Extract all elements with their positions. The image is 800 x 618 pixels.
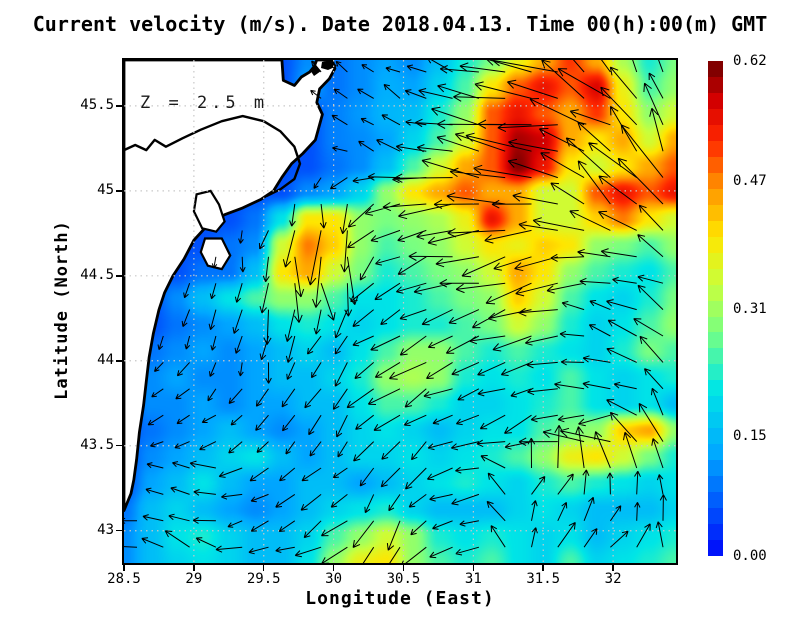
colorbar-step: [708, 92, 723, 109]
lagoon-outline: [199, 237, 232, 271]
y-tick-label: 45: [97, 181, 114, 198]
colorbar-step: [708, 460, 723, 477]
x-tick-mark: [612, 565, 614, 571]
colorbar-step: [708, 364, 723, 381]
colorbar-step: [708, 476, 723, 493]
depth-annotation: Z = 2.5 m: [140, 93, 269, 113]
colorbar-step: [708, 156, 723, 173]
y-tick-mark: [116, 190, 122, 192]
x-tick-mark: [332, 565, 335, 571]
colorbar-step: [708, 300, 723, 317]
plot-area: [122, 58, 678, 565]
colorbar-step: [708, 268, 723, 285]
colorbar-step: [708, 412, 723, 429]
y-tick-mark: [116, 444, 122, 447]
x-tick-label: 32: [604, 571, 622, 587]
colorbar: [708, 61, 723, 557]
y-axis-label: Latitude (North): [52, 220, 72, 400]
x-tick-mark: [542, 565, 544, 571]
x-tick-mark: [262, 565, 265, 571]
colorbar-tick-label: 0.00: [733, 548, 767, 564]
x-tick-label: 31: [464, 571, 482, 587]
y-tick-label: 43: [97, 521, 114, 538]
island: [310, 65, 321, 76]
coastline-land: [124, 60, 337, 512]
colorbar-step: [708, 284, 723, 301]
y-tick-label: 43.5: [80, 436, 114, 453]
river-outline: [124, 114, 302, 198]
x-tick-label: 30: [325, 571, 343, 587]
colorbar-step: [708, 428, 723, 445]
y-tick-mark: [116, 105, 122, 107]
x-tick-label: 28.5: [107, 571, 141, 587]
x-tick-label: 31.5: [526, 571, 561, 587]
colorbar-step: [708, 172, 723, 189]
y-tick-mark: [116, 360, 122, 362]
colorbar-step: [708, 396, 723, 413]
colorbar-step: [708, 348, 723, 365]
colorbar-step: [708, 252, 723, 269]
colorbar-step: [708, 108, 723, 125]
x-tick-label: 30.5: [386, 571, 421, 587]
colorbar-tick-label: 0.47: [733, 172, 767, 189]
x-tick-label: 29.5: [246, 571, 281, 587]
x-tick-mark: [193, 565, 195, 571]
island: [321, 60, 337, 70]
colorbar-tick-label: 0.62: [733, 53, 767, 69]
colorbar-step: [708, 332, 723, 349]
colorbar-step: [708, 492, 723, 509]
lagoon-outline: [192, 189, 226, 233]
colorbar-tick-label: 0.31: [733, 300, 767, 317]
plot-title: Current velocity (m/s). Date 2018.04.13.…: [32, 12, 768, 36]
colorbar-step: [708, 540, 723, 557]
colorbar-step: [708, 380, 723, 397]
colorbar-step: [708, 444, 723, 461]
colorbar-step: [708, 188, 723, 205]
x-tick-mark: [472, 565, 475, 571]
colorbar-step: [708, 508, 723, 525]
colorbar-step: [708, 140, 723, 157]
x-tick-label: 29: [185, 571, 203, 587]
colorbar-step: [708, 204, 723, 221]
x-axis-label: Longitude (East): [305, 588, 495, 609]
colorbar-step: [708, 76, 723, 93]
y-tick-label: 45.5: [80, 96, 114, 113]
colorbar-step: [708, 236, 723, 253]
x-tick-mark: [402, 565, 405, 571]
colorbar-step: [708, 124, 723, 141]
y-tick-mark: [116, 275, 122, 277]
colorbar-tick-label: 0.15: [733, 428, 767, 445]
current-arrows: [124, 60, 667, 563]
y-tick-label: 44: [97, 351, 114, 368]
x-tick-mark: [123, 565, 125, 571]
colorbar-step: [708, 61, 723, 77]
y-tick-label: 44.5: [80, 266, 114, 283]
map-overlay: [124, 60, 676, 563]
colorbar-step: [708, 220, 723, 237]
colorbar-step: [708, 524, 723, 541]
colorbar-step: [708, 316, 723, 333]
y-tick-mark: [116, 529, 122, 532]
